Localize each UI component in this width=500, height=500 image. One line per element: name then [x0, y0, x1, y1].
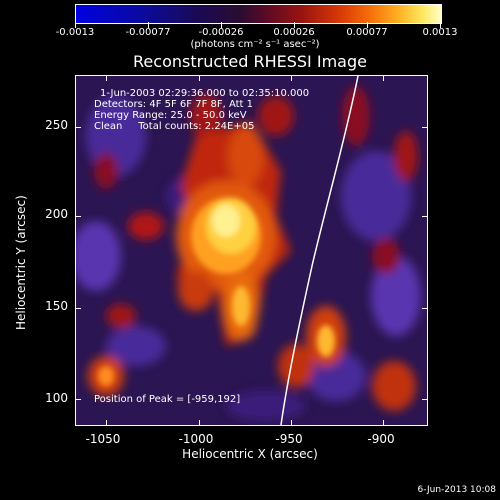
y-tick-label: 100: [45, 391, 68, 405]
colorbar-label: -0.00077: [125, 27, 171, 38]
image-raster: [76, 76, 427, 425]
colorbar-tick: [440, 22, 441, 28]
colorbar-tick: [294, 22, 295, 28]
colorbar-tick: [75, 22, 76, 28]
energy-range-text: Energy Range: 25.0 - 50.0 keV: [94, 110, 247, 121]
colorbar-units: (photons cm⁻² s⁻¹ asec⁻²): [190, 39, 320, 50]
colorbar-label: 0.0013: [422, 27, 458, 38]
x-tick-label: -900: [367, 432, 395, 446]
colorbar-label: 0.00077: [346, 27, 388, 38]
time-range-text: 1-Jun-2003 02:29:36.000 to 02:35:10.000: [100, 88, 310, 99]
colorbar-label: -0.00026: [198, 27, 244, 38]
detectors-text: Detectors: 4F 5F 6F 7F 8F, Att 1: [94, 99, 254, 110]
x-tick-label: -1000: [178, 432, 214, 446]
peak-position-text: Position of Peak = [-959,192]: [94, 394, 241, 405]
image-plot: 1-Jun-2003 02:29:36.000 to 02:35:10.000 …: [75, 75, 428, 426]
colorbar: [75, 4, 442, 24]
x-tick-label: -1050: [85, 432, 121, 446]
x-tick-label: -950: [275, 432, 303, 446]
colorbar-label: -0.0013: [55, 27, 95, 38]
colorbar-tick: [367, 22, 368, 28]
colorbar-label: 0.00026: [273, 27, 315, 38]
colorbar-tick: [221, 22, 222, 28]
y-tick-label: 250: [45, 118, 68, 132]
y-tick-label: 150: [45, 299, 68, 313]
y-axis-title: Heliocentric Y (arcsec): [14, 195, 28, 330]
image-title: Reconstructed RHESSI Image: [133, 52, 367, 71]
colorbar-tick: [148, 22, 149, 28]
x-axis-title: Heliocentric X (arcsec): [182, 447, 318, 461]
method-counts-text: Clean Total counts: 2.24E+05: [94, 121, 255, 132]
timestamp-footer: 6-Jun-2013 10:08: [417, 485, 497, 495]
y-tick-label: 200: [45, 207, 68, 221]
